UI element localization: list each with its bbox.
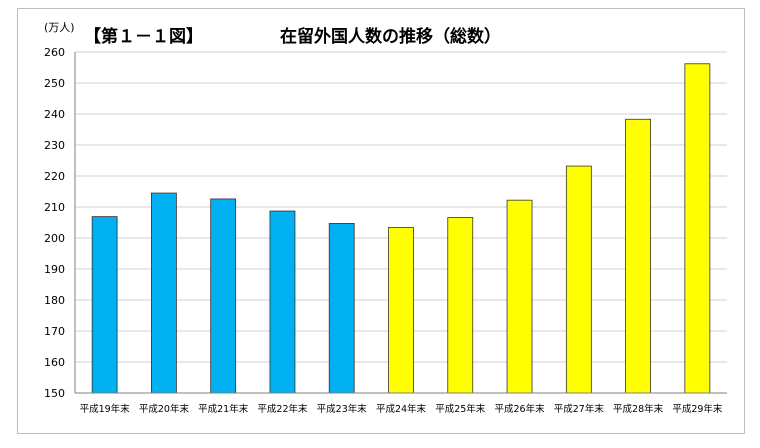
y-tick-label: 170 [44, 325, 65, 338]
y-tick-label: 220 [44, 170, 65, 183]
bar [91, 216, 118, 394]
x-tick-label: 平成25年末 [435, 403, 486, 415]
x-tick-label: 平成20年末 [139, 403, 190, 415]
unit-label: (万人) [44, 21, 75, 34]
x-tick-label: 平成27年末 [554, 403, 605, 415]
x-tick-label: 平成23年末 [317, 403, 368, 415]
bar [625, 118, 651, 394]
x-tick-label: 平成19年末 [80, 403, 131, 415]
x-tick-label: 平成29年末 [672, 403, 723, 415]
y-tick-label: 150 [44, 387, 65, 400]
y-tick-label: 200 [44, 232, 65, 245]
y-tick-label: 230 [44, 139, 65, 152]
bar [210, 198, 237, 394]
y-tick-label: 180 [44, 294, 65, 307]
bar [151, 192, 177, 394]
bars [91, 63, 711, 394]
bar [506, 199, 533, 394]
chart-frame [17, 8, 745, 434]
x-tick-label: 平成28年末 [613, 403, 664, 415]
y-tick-label: 260 [44, 46, 65, 59]
x-tick-label: 平成24年末 [376, 403, 427, 415]
figure-label: 【第１－１図】 [84, 26, 203, 47]
y-tick-label: 240 [44, 108, 65, 121]
x-tick-label: 平成22年末 [257, 403, 308, 415]
bar [447, 217, 474, 394]
bar [565, 165, 592, 394]
bar [269, 210, 296, 394]
y-tick-label: 190 [44, 263, 65, 276]
chart-title: 在留外国人数の推移（総数） [280, 26, 501, 47]
y-tick-label: 250 [44, 77, 65, 90]
bar [684, 63, 711, 394]
x-tick-label: 平成21年末 [198, 403, 249, 415]
y-tick-label: 210 [44, 201, 65, 214]
y-axis: 150 160 170 180 190 200 210 220 230 240 250 260 [44, 46, 76, 400]
y-tick-label: 160 [44, 356, 65, 369]
x-tick-label: 平成26年末 [494, 403, 545, 415]
bar [328, 223, 355, 394]
x-axis: 平成19年末 平成20年末 平成21年末 平成22年末 平成23年末 平成24年末 平成25… [75, 392, 727, 415]
bar [388, 227, 414, 394]
